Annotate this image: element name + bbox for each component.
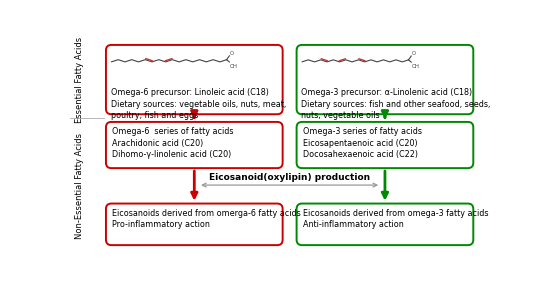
Text: Non-Essential Fatty Acids: Non-Essential Fatty Acids (75, 133, 84, 239)
Text: O: O (411, 51, 416, 56)
FancyBboxPatch shape (106, 122, 283, 168)
Text: Omega-3 precursor: α-Linolenic acid (C18)
Dietary sources: fish and other seafoo: Omega-3 precursor: α-Linolenic acid (C18… (301, 88, 491, 120)
FancyBboxPatch shape (296, 45, 474, 114)
Text: O: O (230, 51, 234, 56)
Text: Omega-6 precursor: Linoleic acid (C18)
Dietary sources: vegetable oils, nuts, me: Omega-6 precursor: Linoleic acid (C18) D… (111, 88, 286, 120)
Text: Omega-3 series of fatty acids
Eicosapentaenoic acid (C20)
Docosahexaenoic acid (: Omega-3 series of fatty acids Eicosapent… (303, 127, 422, 159)
Text: OH: OH (411, 64, 420, 69)
Text: Essential Fatty Acids: Essential Fatty Acids (75, 36, 84, 123)
FancyBboxPatch shape (296, 203, 474, 245)
Text: OH: OH (230, 63, 238, 69)
Text: Eicosanoid(oxylipin) production: Eicosanoid(oxylipin) production (209, 173, 370, 182)
FancyBboxPatch shape (296, 122, 474, 168)
FancyBboxPatch shape (106, 203, 283, 245)
Text: Omega-6  series of fatty acids
Arachidonic acid (C20)
Dihomo-γ-linolenic acid (C: Omega-6 series of fatty acids Arachidoni… (112, 127, 234, 159)
Text: Eicosanoids derived from omerga-6 fatty acids
Pro-inflammatory action: Eicosanoids derived from omerga-6 fatty … (112, 209, 301, 229)
FancyBboxPatch shape (106, 45, 283, 114)
Text: Eicosanoids derived from omega-3 fatty acids
Anti-inflammatory action: Eicosanoids derived from omega-3 fatty a… (303, 209, 488, 229)
